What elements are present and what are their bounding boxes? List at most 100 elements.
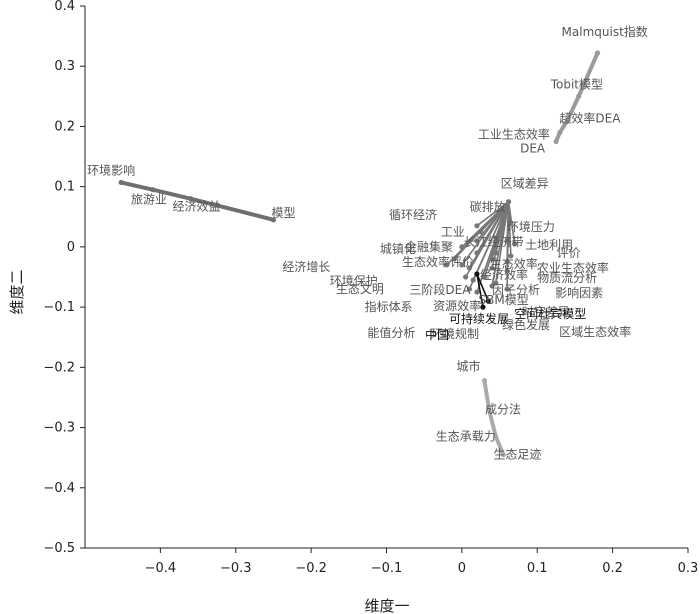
point-label: 城市 (456, 359, 480, 374)
data-point (493, 250, 499, 256)
connectors (119, 50, 600, 457)
x-tick-label: 0.1 (527, 561, 548, 576)
point-label: 能值分析 (367, 325, 415, 340)
data-point (270, 217, 277, 223)
point-label: 中国 (425, 327, 449, 342)
point-label: 环境保护 (330, 273, 378, 288)
point-label: 时空差异 (522, 305, 570, 319)
point-label: 农业生态效率 (537, 260, 609, 275)
y-tick-label: 0.3 (54, 59, 75, 74)
data-point (508, 253, 514, 259)
point-label: 成分法 (485, 402, 521, 416)
point-label: 工业 (441, 225, 465, 239)
point-label: 生态效率 (490, 256, 538, 271)
data-point (485, 298, 491, 304)
connector-line (476, 273, 484, 308)
point-labels: Malmquist指数Tobit模型超效率DEA工业生态效率DEA环境影响旅游业… (87, 24, 648, 462)
data-point (478, 229, 484, 235)
y-tick-label: −0.2 (43, 360, 75, 375)
connector-line (487, 407, 498, 439)
connector-line (150, 187, 193, 201)
point-label: 环境压力 (507, 219, 555, 234)
data-point (480, 304, 486, 310)
data-point (493, 433, 499, 440)
data-point (564, 117, 571, 124)
data-point (486, 406, 492, 413)
data-point (474, 238, 480, 244)
point-label: 生态承载力 (436, 430, 496, 444)
axes: −0.4 −0.3 −0.2 −0.1 0 0.1 0.2 0.3 0.4 0.3 0.2 0.1 0… (43, 0, 698, 576)
x-tick-label: −0.1 (371, 561, 403, 576)
data-point (466, 286, 473, 292)
point-label: 绿色发展 (502, 317, 550, 332)
y-tick-label: 0 (67, 240, 75, 255)
data-point (506, 199, 512, 205)
data-point (118, 179, 124, 186)
data-point (489, 283, 495, 289)
data-point (594, 50, 601, 56)
point-label: 资源效率 (433, 298, 481, 313)
point-label: 环境规制 (431, 326, 479, 341)
data-point (187, 196, 194, 202)
data-point (504, 268, 510, 274)
data-point (504, 259, 510, 265)
data-point (553, 138, 559, 145)
point-label: 循环经济 (389, 207, 437, 222)
x-tick-label: −0.3 (220, 561, 252, 576)
data-point (474, 223, 480, 229)
data-point (150, 187, 156, 193)
y-tick-label: 0.1 (54, 180, 75, 195)
y-tick-label: −0.3 (43, 421, 75, 436)
data-point (512, 241, 518, 247)
point-label: 评价 (557, 246, 581, 260)
data-point (474, 271, 480, 277)
point-label: 三阶段DEA (409, 282, 471, 297)
data-point (481, 274, 488, 280)
point-label: 可持续发展 (449, 311, 509, 326)
data-point (444, 262, 450, 268)
data-point (504, 238, 510, 244)
point-label: 区域生态效率 (559, 324, 631, 339)
x-tick-label: −0.4 (145, 561, 177, 576)
y-tick-label: −0.1 (43, 300, 75, 315)
connector-line (506, 200, 510, 290)
connector-line (493, 434, 506, 457)
y-axis-title: 维度二 (8, 269, 26, 314)
data-point (466, 265, 473, 271)
point-label: 环境影响 (87, 162, 135, 177)
y-tick-label: 0.4 (54, 0, 75, 14)
x-tick-label: 0 (458, 561, 466, 576)
data-point (489, 265, 495, 271)
point-label: 长江经济带 (464, 234, 524, 249)
point-label: 空间杜宾模型 (514, 306, 586, 321)
y-tick-label: 0.2 (54, 119, 75, 134)
point-label: 因子分析 (492, 283, 540, 297)
data-point (474, 250, 480, 256)
connector-line (119, 180, 155, 192)
y-tick-label: −0.5 (43, 541, 75, 556)
data-point (493, 235, 499, 241)
point-label: 生态文明 (336, 281, 384, 296)
x-tick-label: 0.3 (678, 561, 699, 576)
connector-line (482, 378, 492, 412)
data-point (474, 289, 480, 295)
x-tick-label: 0.2 (602, 561, 623, 576)
point-label: SBM模型 (478, 293, 528, 307)
data-point (470, 277, 476, 283)
data-point (459, 262, 465, 268)
point-label: 超效率DEA (559, 110, 621, 125)
data-point (557, 129, 563, 136)
data-point (463, 274, 469, 280)
point-label: 影响因素 (555, 285, 603, 300)
connector-line (476, 273, 490, 302)
point-label: 旅游业 (131, 193, 167, 207)
point-label: 生态足迹 (493, 448, 541, 462)
data-point (459, 244, 465, 250)
connector-line (565, 94, 581, 123)
point-label: Tobit模型 (550, 77, 603, 91)
data-point (496, 211, 503, 217)
point-label: 碳排放 (470, 199, 506, 214)
point-label: 城镇化 (380, 242, 416, 256)
